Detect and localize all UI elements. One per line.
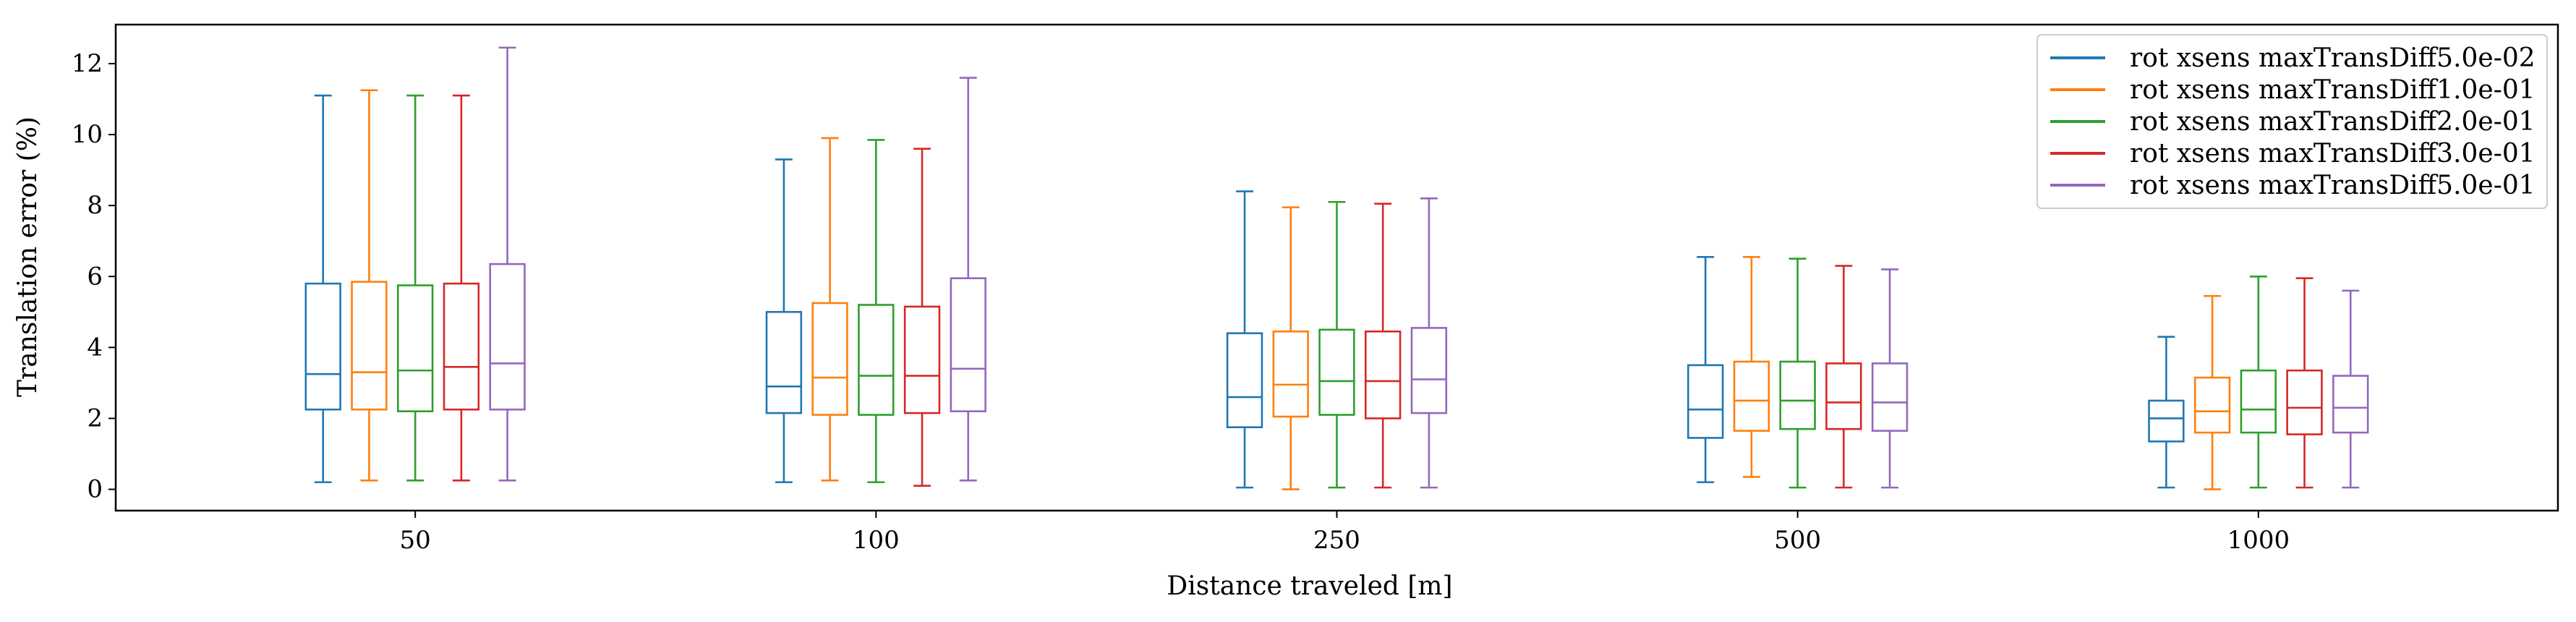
series-3	[396, 94, 2277, 489]
legend-entry: rot xsens maxTransDiff2.0e-01	[2050, 107, 2536, 137]
legend-label: rot xsens maxTransDiff2.0e-01	[2130, 107, 2536, 137]
y-tick-label: 10	[72, 120, 103, 149]
series-4	[443, 94, 2323, 489]
y-tick-label: 8	[87, 191, 103, 220]
box-body	[2193, 376, 2231, 434]
y-tick-label: 12	[72, 49, 103, 78]
box	[2286, 277, 2323, 489]
box	[903, 148, 941, 487]
box	[950, 77, 986, 482]
y-tick-label: 4	[87, 333, 103, 362]
x-tick-label: 500	[1774, 526, 1821, 555]
legend-entry: rot xsens maxTransDiff3.0e-01	[2050, 139, 2536, 169]
box	[1733, 255, 1770, 478]
series-5	[489, 46, 2369, 489]
legend-box	[2037, 34, 2548, 209]
legend-label: rot xsens maxTransDiff5.0e-02	[2130, 43, 2536, 73]
plot-area	[304, 46, 2369, 490]
box	[1365, 203, 1402, 489]
box	[1226, 190, 1263, 489]
legend-label: rot xsens maxTransDiff1.0e-01	[2130, 75, 2536, 105]
box-body	[765, 311, 803, 414]
box-body	[950, 277, 986, 412]
box	[1825, 265, 1862, 489]
legend-label: rot xsens maxTransDiff3.0e-01	[2130, 139, 2536, 169]
legend-label: rot xsens maxTransDiff5.0e-01	[2130, 171, 2536, 200]
box-body	[351, 281, 388, 411]
box-body	[1779, 360, 1816, 430]
x-tick-label: 1000	[2227, 526, 2290, 555]
y-axis-title: Translation error (%)	[13, 116, 43, 397]
box-body	[1825, 362, 1862, 430]
box-body	[1365, 330, 1402, 419]
box	[2240, 275, 2277, 489]
box	[396, 94, 434, 482]
box-body	[811, 302, 848, 416]
box-body	[304, 282, 341, 411]
legend-entry: rot xsens maxTransDiff1.0e-01	[2050, 75, 2536, 105]
box-body	[2286, 369, 2323, 435]
box	[2332, 289, 2369, 489]
box-body	[1871, 362, 1908, 432]
box	[1272, 206, 1309, 490]
box-body	[489, 263, 526, 411]
box-body	[903, 305, 941, 414]
series-2	[351, 89, 2231, 490]
axes: Distance traveled [m] Translation error …	[13, 23, 2559, 601]
x-axis-title: Distance traveled [m]	[1167, 571, 1452, 601]
box	[1779, 257, 1816, 489]
box	[2193, 294, 2231, 490]
box	[1871, 268, 1908, 489]
x-tick-label: 100	[853, 526, 900, 555]
box-body	[2148, 399, 2185, 443]
box	[489, 46, 526, 482]
y-tick-label: 0	[87, 475, 103, 504]
box	[1687, 255, 1724, 484]
y-tick-label: 6	[87, 262, 103, 291]
box-body	[1687, 364, 1724, 439]
legend-entry: rot xsens maxTransDiff5.0e-01	[2050, 171, 2536, 200]
legend-entry: rot xsens maxTransDiff5.0e-02	[2050, 43, 2536, 73]
box	[2148, 336, 2185, 489]
box	[858, 139, 895, 484]
box	[1410, 197, 1448, 489]
box-body	[858, 304, 895, 416]
y-tick-label: 2	[87, 404, 103, 433]
box-body	[1733, 360, 1770, 432]
box-body	[396, 284, 434, 412]
box-body	[1318, 328, 1355, 416]
box	[304, 94, 341, 484]
box	[443, 94, 480, 482]
series-1	[304, 94, 2185, 489]
box-body	[443, 282, 480, 411]
x-tick-label: 50	[400, 526, 431, 555]
box-body	[1410, 327, 1448, 414]
box-body	[2240, 369, 2277, 434]
box	[1318, 200, 1355, 489]
box	[351, 89, 388, 482]
box-body	[1226, 332, 1263, 429]
x-tick-label: 250	[1313, 526, 1360, 555]
box-body	[1272, 330, 1309, 418]
box	[811, 137, 848, 482]
box-body	[2332, 375, 2369, 434]
box	[765, 158, 803, 484]
